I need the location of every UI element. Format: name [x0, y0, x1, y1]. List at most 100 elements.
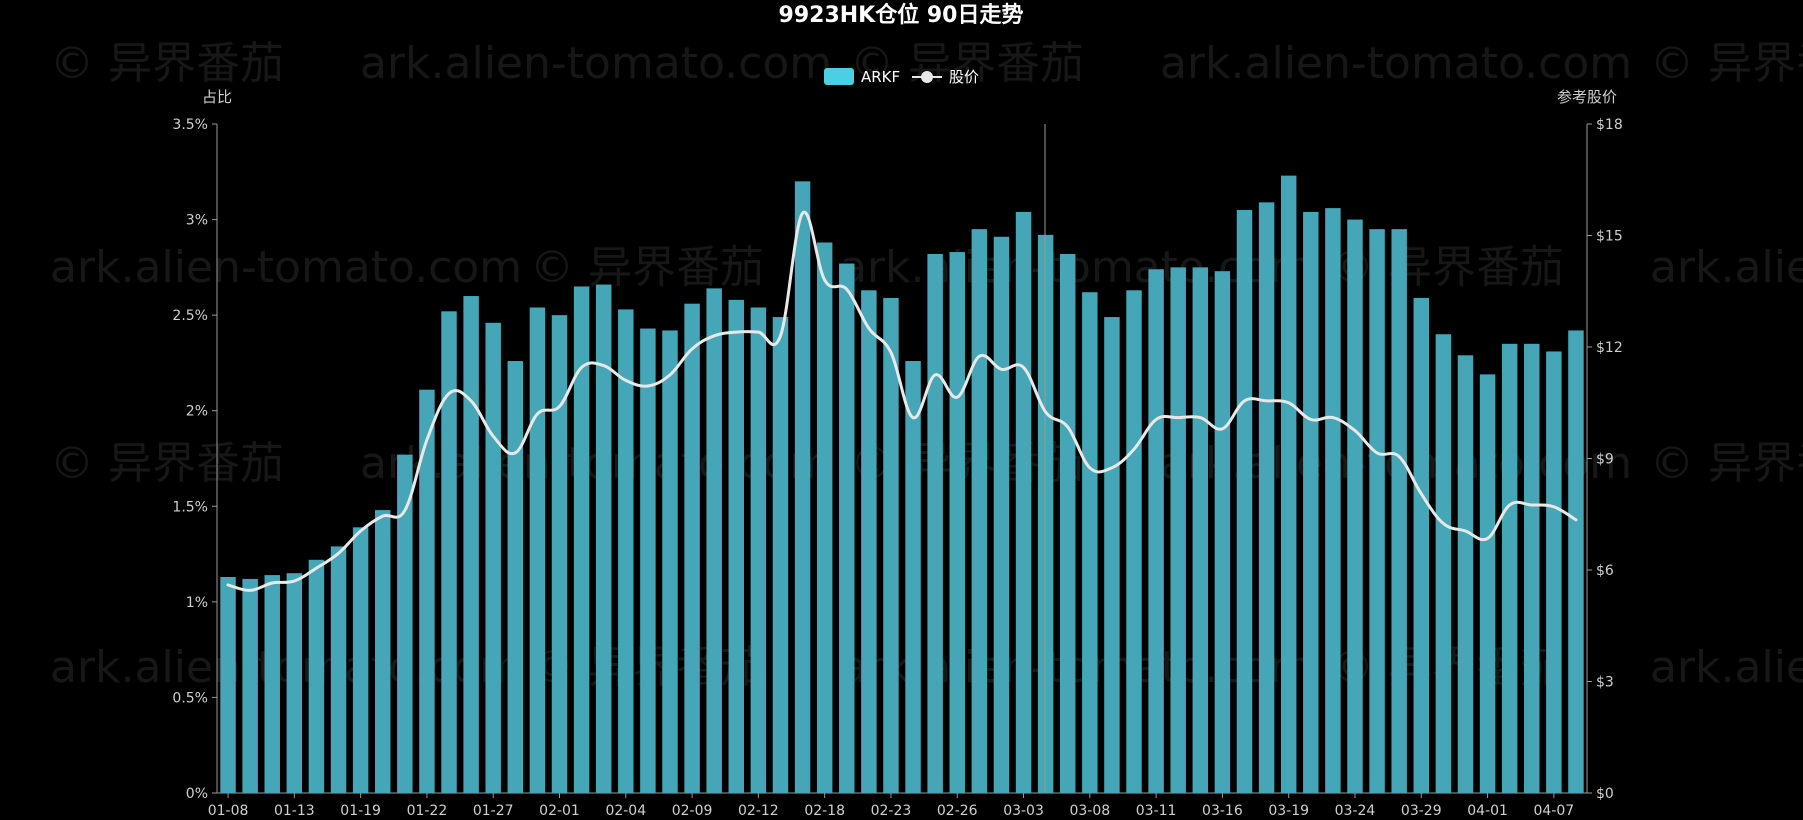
bar: [573, 286, 590, 793]
legend-label-arkf: ARKF: [861, 68, 900, 86]
y-tick-label-left: 1%: [186, 595, 208, 611]
y-tick-label-right: $3: [1596, 675, 1614, 691]
bar: [861, 290, 877, 793]
x-tick-label: 02-23: [871, 803, 912, 819]
bar: [1015, 211, 1032, 793]
bar: [1192, 267, 1209, 793]
y-tick-label-right: $0: [1596, 786, 1614, 802]
watermark-text: ark.alien-tomato.com: [50, 242, 522, 293]
bar: [463, 296, 479, 793]
bar: [485, 322, 501, 793]
bar: [1037, 234, 1054, 793]
bar: [993, 236, 1010, 793]
bar: [794, 181, 811, 794]
bar: [772, 317, 789, 793]
x-tick-label: 02-26: [937, 803, 978, 819]
bar-series-arkf: [220, 175, 1584, 794]
y-tick-label-right: $6: [1596, 563, 1614, 579]
watermark-text: ark.alien-tomato.com: [360, 38, 832, 89]
bar: [397, 454, 413, 793]
x-tick-label: 01-08: [208, 803, 249, 819]
x-tick-label: 03-08: [1069, 803, 1110, 819]
watermark-text: ark.alien-tomato.com: [1160, 38, 1632, 89]
bar: [1568, 330, 1584, 793]
bar: [684, 303, 700, 793]
x-tick-label: 02-12: [738, 803, 779, 819]
bar: [1435, 334, 1452, 793]
bar: [750, 307, 767, 793]
bar: [1214, 271, 1231, 793]
y-tick-label-left: 1.5%: [172, 499, 208, 515]
watermark-text: © 异界番茄: [850, 38, 1084, 89]
x-tick-label: 01-27: [473, 803, 514, 819]
y-tick-label-right: $15: [1596, 229, 1623, 245]
bar: [728, 299, 745, 793]
bar: [441, 311, 457, 793]
bar: [1280, 175, 1297, 793]
y-axis-left-title: 占比: [202, 88, 232, 106]
y-tick-label-left: 3%: [186, 213, 208, 229]
x-tick-label: 03-03: [1003, 803, 1044, 819]
bar: [419, 389, 435, 793]
bar: [839, 263, 855, 793]
bar: [706, 288, 722, 793]
watermark-text: ark.alien-tomato.com: [840, 242, 1312, 293]
bar: [1546, 351, 1562, 793]
bar: [352, 527, 369, 793]
x-tick-label: 02-18: [804, 803, 845, 819]
x-tick-label: 04-01: [1467, 803, 1508, 819]
bar: [1059, 253, 1076, 793]
bar: [551, 315, 568, 793]
bar: [1236, 210, 1253, 793]
watermark-text: © 异界番茄: [1330, 242, 1564, 293]
x-tick-label: 02-01: [539, 803, 580, 819]
bar: [286, 573, 303, 793]
bar: [1391, 229, 1407, 794]
watermark-text: ark.alien-tomato.com: [1650, 642, 1803, 693]
bar: [1258, 202, 1275, 793]
legend: ARKF 股价: [824, 68, 979, 86]
x-tick-label: 03-19: [1268, 803, 1309, 819]
bar: [1501, 343, 1518, 793]
bar: [507, 361, 524, 793]
bar: [242, 578, 258, 793]
bar: [1325, 208, 1341, 794]
x-tick-label: 02-09: [672, 803, 713, 819]
legend-marker-stock: [921, 71, 933, 83]
y-axis-right-title: 参考股价: [1557, 88, 1617, 106]
bar: [1479, 374, 1496, 793]
bar: [308, 559, 325, 793]
bar: [618, 309, 634, 793]
bar: [1457, 355, 1474, 793]
bar: [905, 361, 921, 793]
y-tick-label-right: $18: [1596, 117, 1623, 133]
x-tick-label: 03-29: [1401, 803, 1442, 819]
x-tick-label: 04-07: [1534, 803, 1575, 819]
bar: [264, 575, 280, 793]
bar: [595, 284, 612, 793]
bar: [374, 510, 391, 793]
bar: [1524, 343, 1540, 793]
y-tick-label-left: 0.5%: [172, 690, 208, 706]
y-tick-label-left: 2%: [186, 404, 208, 420]
bar: [1170, 267, 1186, 793]
x-tick-label: 02-04: [605, 803, 646, 819]
x-tick-label: 01-22: [407, 803, 448, 819]
bar: [1148, 269, 1164, 794]
bar: [1082, 292, 1098, 793]
bar: [971, 229, 988, 794]
bar: [1104, 317, 1120, 793]
bar: [816, 242, 833, 794]
bar: [1413, 297, 1430, 793]
watermark-text: © 异界番茄: [530, 242, 764, 293]
y-tick-label-left: 0%: [186, 786, 208, 802]
x-tick-label: 03-11: [1136, 803, 1177, 819]
bar: [662, 330, 678, 793]
legend-swatch-arkf: [824, 68, 854, 85]
bar: [1126, 290, 1142, 793]
y-tick-label-right: $9: [1596, 452, 1614, 468]
bar: [529, 307, 546, 793]
bar: [883, 297, 899, 793]
y-tick-label-left: 2.5%: [172, 308, 208, 324]
